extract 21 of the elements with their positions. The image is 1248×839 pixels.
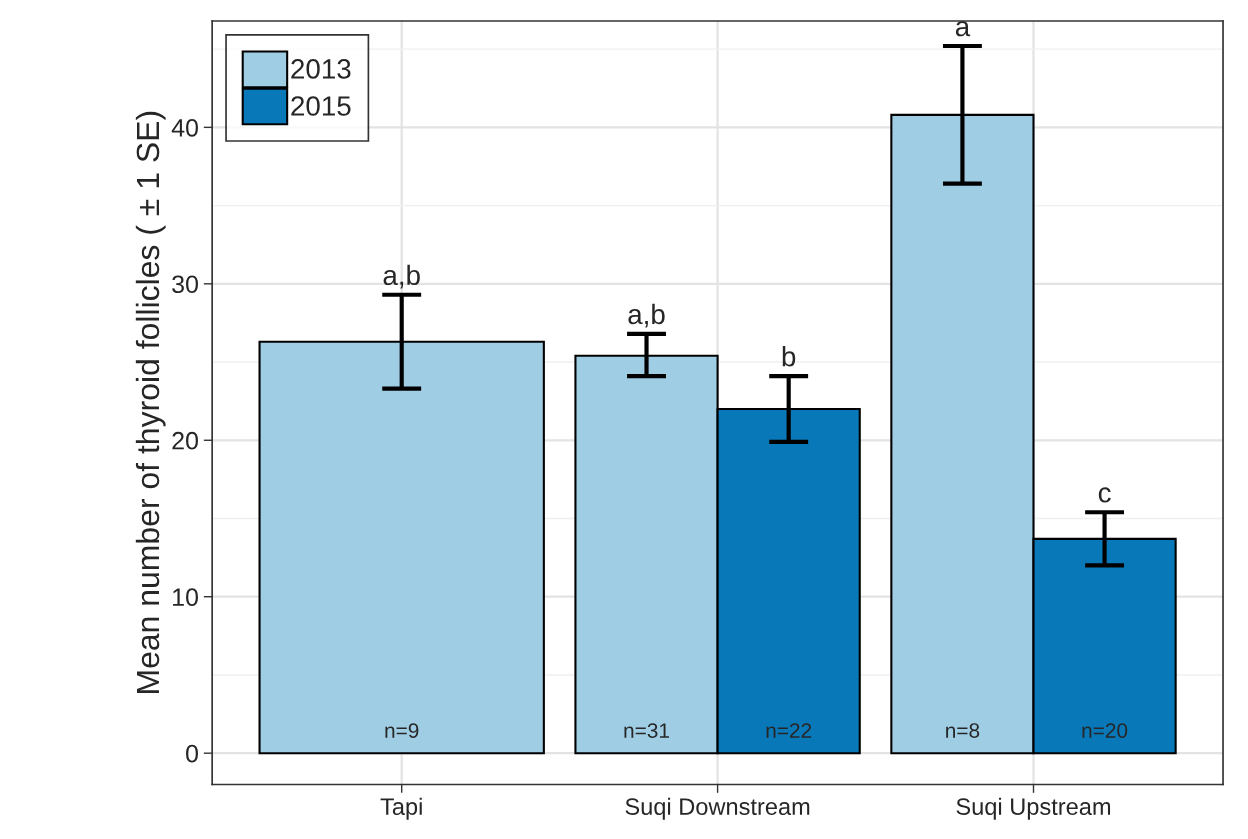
data-label: b [782, 346, 796, 367]
data-label: c [1098, 487, 1111, 503]
x-tick-label: Suqi Downstream [625, 797, 810, 820]
annotation: n=9 [385, 723, 419, 738]
x-tick-label: Suqi Upstream [956, 797, 1111, 820]
y-axis-title: Mean number of thyroid follicles ( ± 1 SE) [135, 111, 166, 693]
legend-label: 2013 [291, 59, 351, 79]
annotation: n=31 [624, 723, 669, 738]
data-label: a,b [628, 303, 665, 328]
data-label: a [955, 21, 971, 37]
annotation: n=20 [1082, 723, 1128, 738]
x-tick-label: Tapi [380, 797, 422, 820]
legend-label: 2015 [291, 96, 351, 116]
y-tick-label: 30 [172, 275, 198, 294]
annotation: n=22 [766, 723, 812, 738]
data-label: a,b [383, 264, 420, 289]
y-tick-label: 0 [186, 744, 198, 763]
y-tick-label: 10 [173, 588, 198, 607]
y-tick-label: 40 [171, 118, 198, 137]
y-tick-label: 20 [172, 431, 198, 450]
annotation: n=8 [946, 723, 980, 738]
